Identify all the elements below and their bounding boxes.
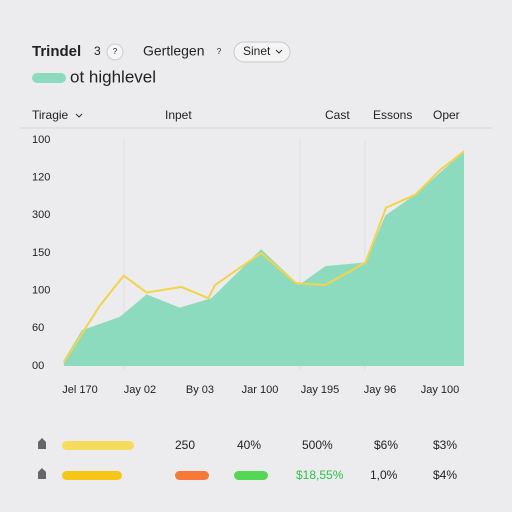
cell: 250 <box>175 438 195 452</box>
y-tick-label: 00 <box>32 360 44 372</box>
y-tick-label: 60 <box>32 322 44 334</box>
cell: $18,55% <box>296 468 344 482</box>
cell: $6% <box>374 438 398 452</box>
title: Trindel <box>32 43 81 60</box>
x-tick-label: Jel 170 <box>62 384 97 396</box>
help-text: ? <box>217 47 222 56</box>
x-tick-label: Jay 100 <box>421 384 460 396</box>
x-tick-label: Jay 02 <box>124 384 156 396</box>
progress-bar <box>62 471 122 480</box>
progress-bar <box>62 441 134 450</box>
legend-swatch <box>32 73 66 83</box>
progress-bar <box>175 471 209 480</box>
y-tick-label: 100 <box>32 285 50 297</box>
plot: 00 60 100 150 300 120 100 Jel 170 Jay 02 By 03 Jar… <box>32 134 465 396</box>
cell: 40% <box>237 438 261 452</box>
row-icon <box>38 438 46 449</box>
filter[interactable]: Tiragie <box>32 108 69 122</box>
y-tick-label: 120 <box>32 172 50 184</box>
line <box>62 150 465 363</box>
cell: $4% <box>433 468 457 482</box>
chevron <box>75 113 83 118</box>
area <box>63 151 464 366</box>
x-tick-label: Jay 195 <box>301 384 340 396</box>
help-text: ? <box>113 47 118 56</box>
badge: 3 <box>94 44 101 58</box>
chevron <box>275 49 283 54</box>
x-tick-label: Jay 96 <box>364 384 396 396</box>
help-icon[interactable] <box>106 43 124 61</box>
filter[interactable]: Essons <box>373 108 412 122</box>
x-tick-label: By 03 <box>186 384 214 396</box>
dropdown[interactable] <box>233 41 291 63</box>
progress-bar <box>234 471 268 480</box>
x-tick-label: Jar 100 <box>242 384 279 396</box>
legend-label: ot highlevel <box>70 67 156 86</box>
y-tick-label: 300 <box>32 209 50 221</box>
y-tick-label: 150 <box>32 247 50 259</box>
y-tick-label: 100 <box>32 134 50 146</box>
cell: 1,0% <box>370 468 398 482</box>
tab[interactable]: Gertlegen <box>143 43 204 59</box>
filter[interactable]: Oper <box>433 108 460 122</box>
filter[interactable]: Cast <box>325 108 350 122</box>
dropdown-label: Sinet <box>243 44 271 58</box>
row-icon <box>38 468 46 479</box>
cell: 500% <box>302 438 333 452</box>
filter[interactable]: Inpet <box>165 108 192 122</box>
cell: $3% <box>433 438 457 452</box>
